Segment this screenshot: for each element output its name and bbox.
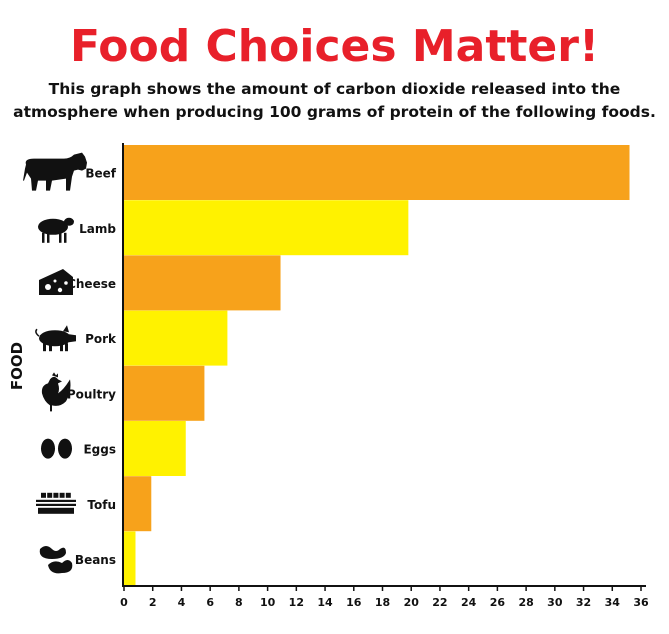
- x-tick-label-28: 28: [518, 596, 533, 609]
- x-tick-label-0: 0: [120, 596, 128, 609]
- x-tick-label-14: 14: [317, 596, 333, 609]
- x-tick-label-32: 32: [576, 596, 591, 609]
- x-ticks-group: 0 2 4 6 8 10 12 14 16 18 20 22 24 26 28 30 32 34 36: [120, 586, 649, 609]
- category-label-beans: Beans: [75, 553, 116, 567]
- x-tick-label-26: 26: [490, 596, 506, 609]
- icons-group: [23, 152, 87, 574]
- x-tick-label-22: 22: [432, 596, 447, 609]
- cheese-icon: [39, 269, 73, 295]
- sheep-icon: [38, 217, 74, 243]
- bar-tofu: [124, 476, 152, 532]
- x-tick-label-30: 30: [547, 596, 563, 609]
- bar-beans: [124, 531, 136, 587]
- x-tick-label-6: 6: [206, 596, 214, 609]
- bar-cheese: [124, 255, 281, 311]
- category-label-poultry: Poultry: [67, 387, 116, 401]
- chart-subtitle: This graph shows the amount of carbon di…: [0, 78, 669, 124]
- subtitle-line-1: This graph shows the amount of carbon di…: [48, 80, 621, 98]
- category-label-pork: Pork: [85, 332, 117, 346]
- category-label-tofu: Tofu: [87, 498, 116, 512]
- x-tick-label-18: 18: [375, 596, 390, 609]
- pig-icon: [35, 325, 76, 352]
- bar-lamb: [124, 200, 409, 256]
- category-label-beef: Beef: [85, 167, 116, 181]
- category-label-lamb: Lamb: [79, 222, 116, 236]
- category-labels-group: Beef Lamb Cheese Pork Poultry Eggs Tofu Beans: [67, 167, 117, 567]
- axes-group: [122, 143, 646, 587]
- chicken-icon: [41, 372, 71, 412]
- x-tick-label-16: 16: [346, 596, 362, 609]
- x-tick-label-36: 36: [633, 596, 649, 609]
- category-label-eggs: Eggs: [83, 443, 116, 457]
- x-tick-label-34: 34: [605, 596, 621, 609]
- eggs-icon: [41, 438, 72, 459]
- beans-icon: [39, 546, 73, 574]
- bar-pork: [124, 310, 228, 366]
- bar-poultry: [124, 365, 205, 421]
- bars-group: [124, 145, 630, 587]
- category-label-cheese: Cheese: [67, 277, 116, 291]
- x-tick-label-8: 8: [235, 596, 243, 609]
- x-tick-label-4: 4: [178, 596, 186, 609]
- cow-icon: [23, 152, 87, 191]
- x-tick-label-24: 24: [461, 596, 477, 609]
- x-tick-label-10: 10: [260, 596, 276, 609]
- x-tick-label-12: 12: [289, 596, 304, 609]
- bar-beef: [124, 145, 630, 200]
- bar-eggs: [124, 421, 186, 476]
- chart-title: Food Choices Matter!: [69, 21, 600, 72]
- tofu-icon: [36, 492, 76, 514]
- subtitle-line-2: atmosphere when producing 100 grams of p…: [13, 103, 656, 121]
- y-axis-label: FOOD: [8, 342, 26, 390]
- x-tick-label-2: 2: [149, 596, 157, 609]
- x-tick-label-20: 20: [404, 596, 420, 609]
